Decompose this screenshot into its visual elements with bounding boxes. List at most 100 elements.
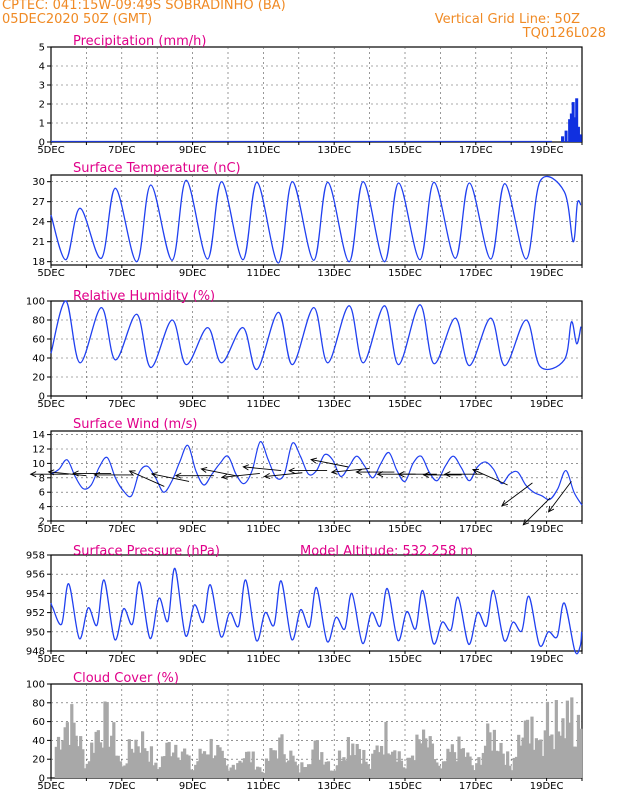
cloud-bar (291, 755, 295, 778)
cloud-bar (92, 752, 96, 778)
cloud-bar (335, 765, 339, 778)
cloud-xtick-label: 11DEC (247, 781, 281, 792)
cloud-bar (152, 765, 156, 778)
cloud-bar (406, 757, 410, 778)
header-date: 05DEC2020 50Z (GMT) (2, 12, 153, 27)
cloud-ytick-label: 80 (32, 698, 45, 709)
rh-xtick-label: 11DEC (247, 399, 281, 410)
wind-arrow-shaft (264, 472, 303, 477)
wind-ytick-label: 6 (39, 488, 45, 499)
cloud-bar (446, 748, 450, 778)
precip-ytick-label: 4 (39, 62, 45, 73)
cloud-bar (348, 755, 353, 778)
cloud-bar (559, 735, 563, 778)
cloud-bar (457, 736, 461, 778)
cloud-bar (242, 758, 246, 778)
cloud-bar (300, 762, 304, 778)
wind-arrow-head (547, 505, 555, 513)
precip-bar (561, 136, 565, 142)
cloud-bar (149, 746, 154, 778)
wind-arrow-head (93, 471, 101, 478)
temp-panel: 18 21 24 27 30 5DEC 7DEC 9DEC 11DEC 13DEC 15DEC 17D… (32, 161, 583, 279)
cloud-bar (576, 714, 581, 778)
cloud-bar (419, 743, 423, 778)
cloud-bar (503, 764, 508, 778)
wind-xtick-label: 11DEC (247, 524, 281, 535)
cloud-bar (293, 761, 297, 778)
cloud-bar (267, 760, 271, 778)
cloud-bar (185, 754, 189, 778)
cloud-bar (455, 761, 459, 778)
cloud-xtick-label: 17DEC (459, 781, 493, 792)
cloud-bar (379, 745, 384, 778)
cloud-bar (160, 756, 165, 778)
precip-ytick-label: 3 (39, 81, 45, 92)
cloud-title: Cloud Cover (%) (73, 671, 179, 686)
precip-bar (573, 117, 577, 142)
cloud-bar (209, 738, 213, 778)
cloud-bar (302, 767, 306, 778)
cloud-bar (72, 722, 76, 778)
wind-xtick-label: 9DEC (179, 524, 206, 535)
cloud-bar (353, 754, 357, 778)
cloud-bar (342, 757, 346, 778)
wind-xtick-label: 19DEC (530, 524, 564, 535)
cloud-bar (214, 755, 218, 778)
temp-ytick-label: 21 (32, 237, 45, 248)
pressure-xtick-label: 17DEC (459, 654, 493, 665)
cloud-bar (333, 770, 337, 778)
precip-bar (578, 134, 582, 142)
cloud-bar (269, 748, 273, 778)
cloud-bar (477, 757, 481, 778)
wind-ytick-label: 8 (39, 473, 45, 484)
cloud-bar (565, 700, 569, 778)
cloud-bar (220, 750, 224, 778)
cloud-bar (452, 752, 457, 778)
wind-arrow-shaft (331, 467, 370, 473)
wind-arrow-head (397, 471, 405, 478)
cloud-bar (326, 761, 331, 778)
cloud-bar (183, 748, 187, 778)
wind-arrow-head (174, 472, 182, 479)
cloud-bar (430, 743, 435, 778)
temp-xtick-label: 11DEC (247, 268, 281, 279)
cloud-bar (156, 769, 160, 778)
cloud-bar (315, 740, 319, 778)
cloud-bar (521, 737, 525, 778)
cloud-bar (258, 767, 262, 778)
rh-panel: 0 20 40 60 80 100 5DEC 7DEC 9DEC 11DEC 13DEC 15DEC 1… (26, 289, 583, 410)
cloud-bar (351, 743, 355, 778)
cloud-bar (76, 746, 81, 778)
cloud-ytick-label: 20 (32, 755, 45, 766)
cloud-bar (466, 752, 470, 778)
cloud-bar (147, 761, 151, 778)
cloud-bar (360, 763, 364, 778)
rh-ytick-label: 0 (39, 392, 45, 403)
cloud-bar (87, 761, 92, 778)
cloud-bar (94, 731, 98, 778)
cloud-bar (366, 764, 370, 778)
cloud-bar (519, 745, 523, 778)
cloud-bar (331, 770, 335, 778)
cloud-bar (415, 734, 419, 778)
pressure-ytick-label: 950 (26, 627, 45, 638)
pressure-xtick-label: 11DEC (247, 654, 281, 665)
cloud-bar (556, 731, 561, 778)
cloud-bar (395, 761, 399, 778)
cloud-bar (231, 764, 235, 778)
cloud-bar (129, 748, 134, 778)
wind-arrow-head (242, 464, 250, 471)
cloud-bar (517, 734, 521, 778)
cloud-bar (287, 760, 291, 778)
precip-xtick-label: 7DEC (108, 145, 135, 156)
cloud-panel: 0 20 40 60 80 100 5DEC 7DEC 9DEC 11DEC 13DEC 15DEC 1… (26, 671, 583, 792)
cloud-bar (205, 754, 209, 778)
rh-ytick-label: 40 (32, 354, 45, 365)
cloud-bar (554, 700, 558, 778)
cloud-bar (90, 742, 94, 778)
cloud-ytick-label: 40 (32, 736, 45, 747)
cloud-xtick-label: 13DEC (317, 781, 351, 792)
cloud-bar (103, 701, 107, 778)
cloud-bar (110, 735, 114, 778)
precip-xtick-label: 9DEC (179, 145, 206, 156)
